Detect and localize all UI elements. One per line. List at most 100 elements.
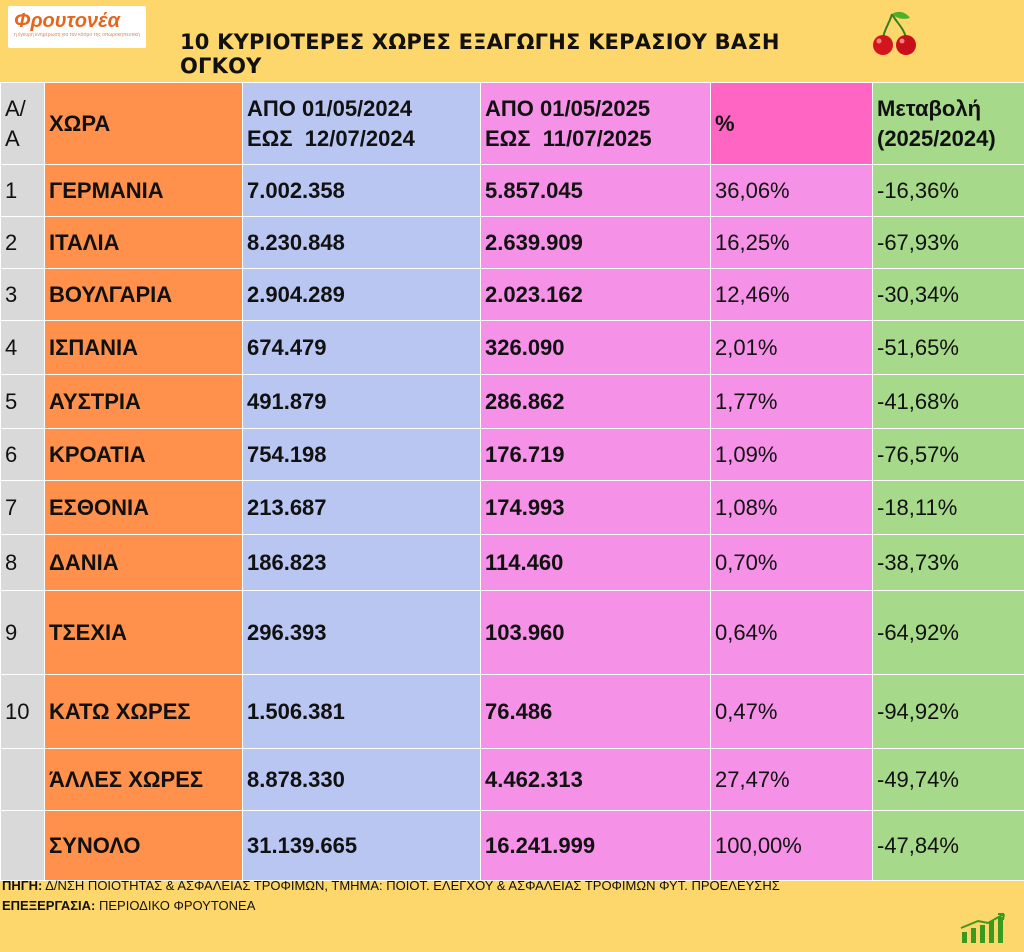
row-change: -67,93% — [872, 216, 1024, 269]
row-change: -76,57% — [872, 428, 1024, 481]
row-country: ΣΥΝΟΛΟ — [44, 810, 243, 881]
row-percent: 36,06% — [710, 164, 873, 217]
table-row: 1 ΓΕΡΜΑΝΙΑ 7.002.358 5.857.045 36,06% -1… — [0, 164, 1024, 217]
row-country: ΚΡΟΑΤΙΑ — [44, 428, 243, 481]
row-volume-2025: 16.241.999 — [480, 810, 711, 881]
table-row: 5 ΑΥΣΤΡΙΑ 491.879 286.862 1,77% -41,68% — [0, 374, 1024, 429]
logo: Φρουτονέα η έγκυρη ενημέρωση για τον κόσ… — [8, 6, 146, 48]
row-change: -18,11% — [872, 480, 1024, 535]
row-aa: 4 — [0, 320, 45, 375]
row-volume-2025: 114.460 — [480, 534, 711, 591]
table-row: 3 ΒΟΥΛΓΑΡΙΑ 2.904.289 2.023.162 12,46% -… — [0, 268, 1024, 321]
row-volume-2024: 31.139.665 — [242, 810, 481, 881]
row-change: -49,74% — [872, 748, 1024, 811]
cherry-icon — [873, 11, 916, 55]
row-country: ΓΕΡΜΑΝΙΑ — [44, 164, 243, 217]
export-table: Α/Α ΧΩΡΑ ΑΠΟ 01/05/2024 ΕΩΣ 12/07/2024 Α… — [0, 82, 1024, 881]
header-period-2024: ΑΠΟ 01/05/2024 ΕΩΣ 12/07/2024 — [242, 82, 481, 165]
row-percent: 0,64% — [710, 590, 873, 675]
header-aa-label: Α/Α — [5, 95, 26, 151]
row-country: ΚΑΤΩ ΧΩΡΕΣ — [44, 674, 243, 749]
row-country: ΒΟΥΛΓΑΡΙΑ — [44, 268, 243, 321]
row-aa: 7 — [0, 480, 45, 535]
row-change: -51,65% — [872, 320, 1024, 375]
row-volume-2024: 296.393 — [242, 590, 481, 675]
logo-name: Φρουτονέα — [14, 10, 121, 32]
row-volume-2025: 5.857.045 — [480, 164, 711, 217]
row-volume-2024: 491.879 — [242, 374, 481, 429]
row-aa — [0, 748, 45, 811]
row-change: -41,68% — [872, 374, 1024, 429]
row-volume-2025: 286.862 — [480, 374, 711, 429]
header-period-2025-from: ΑΠΟ 01/05/2025 — [485, 95, 651, 121]
row-volume-2025: 76.486 — [480, 674, 711, 749]
row-change: -64,92% — [872, 590, 1024, 675]
row-volume-2024: 674.479 — [242, 320, 481, 375]
table-header-row: Α/Α ΧΩΡΑ ΑΠΟ 01/05/2024 ΕΩΣ 12/07/2024 Α… — [0, 82, 1024, 165]
row-country: ΙΣΠΑΝΙΑ — [44, 320, 243, 375]
header-percent: % — [710, 82, 873, 165]
source-text: Δ/ΝΣΗ ΠΟΙΟΤΗΤΑΣ & ΑΣΦΑΛΕΙΑΣ ΤΡΟΦΙΜΩΝ, ΤΜ… — [42, 878, 780, 893]
table-row: 9 ΤΣΕΧΙΑ 296.393 103.960 0,64% -64,92% — [0, 590, 1024, 675]
table-row: 4 ΙΣΠΑΝΙΑ 674.479 326.090 2,01% -51,65% — [0, 320, 1024, 375]
table-row: 7 ΕΣΘΟΝΙΑ 213.687 174.993 1,08% -18,11% — [0, 480, 1024, 535]
processing-label: ΕΠΕΞΕΡΓΑΣΙΑ: — [2, 898, 96, 913]
row-volume-2024: 213.687 — [242, 480, 481, 535]
table-row-total: ΣΥΝΟΛΟ 31.139.665 16.241.999 100,00% -47… — [0, 810, 1024, 881]
table-row: 2 ΙΤΑΛΙΑ 8.230.848 2.639.909 16,25% -67,… — [0, 216, 1024, 269]
row-percent: 1,08% — [710, 480, 873, 535]
header-period-2024-to: ΕΩΣ 12/07/2024 — [247, 125, 415, 151]
row-aa: 1 — [0, 164, 45, 217]
row-volume-2024: 7.002.358 — [242, 164, 481, 217]
row-percent: 1,77% — [710, 374, 873, 429]
row-percent: 16,25% — [710, 216, 873, 269]
row-country: ΤΣΕΧΙΑ — [44, 590, 243, 675]
processing-text: ΠΕΡΙΟΔΙΚΟ ΦΡΟΥΤΟΝΕΑ — [95, 898, 256, 913]
row-aa: 8 — [0, 534, 45, 591]
row-volume-2024: 8.878.330 — [242, 748, 481, 811]
row-change: -38,73% — [872, 534, 1024, 591]
header-period-2024-from: ΑΠΟ 01/05/2024 — [247, 95, 413, 121]
row-volume-2025: 326.090 — [480, 320, 711, 375]
header-change-line2: (2025/2024) — [877, 125, 996, 151]
row-country: ΕΣΘΟΝΙΑ — [44, 480, 243, 535]
processing-line: ΕΠΕΞΕΡΓΑΣΙΑ: ΠΕΡΙΟΔΙΚΟ ΦΡΟΥΤΟΝΕΑ — [2, 896, 1002, 916]
row-percent: 1,09% — [710, 428, 873, 481]
row-percent: 27,47% — [710, 748, 873, 811]
row-aa: 3 — [0, 268, 45, 321]
source-line: ΠΗΓΗ: Δ/ΝΣΗ ΠΟΙΟΤΗΤΑΣ & ΑΣΦΑΛΕΙΑΣ ΤΡΟΦΙΜ… — [2, 876, 1002, 896]
row-volume-2025: 2.639.909 — [480, 216, 711, 269]
row-country: ΆΛΛΕΣ ΧΩΡΕΣ — [44, 748, 243, 811]
table-row: 6 ΚΡΟΑΤΙΑ 754.198 176.719 1,09% -76,57% — [0, 428, 1024, 481]
header-change: Μεταβολή (2025/2024) — [872, 82, 1024, 165]
header-period-2025-to: ΕΩΣ 11/07/2025 — [485, 125, 652, 151]
row-volume-2025: 103.960 — [480, 590, 711, 675]
row-volume-2024: 2.904.289 — [242, 268, 481, 321]
header-aa: Α/Α — [0, 82, 45, 165]
header-change-line1: Μεταβολή — [877, 95, 982, 121]
table-row: 10 ΚΑΤΩ ΧΩΡΕΣ 1.506.381 76.486 0,47% -94… — [0, 674, 1024, 749]
row-country: ΑΥΣΤΡΙΑ — [44, 374, 243, 429]
row-volume-2025: 2.023.162 — [480, 268, 711, 321]
header-country: ΧΩΡΑ — [44, 82, 243, 165]
row-volume-2025: 174.993 — [480, 480, 711, 535]
header-period-2025: ΑΠΟ 01/05/2025 ΕΩΣ 11/07/2025 — [480, 82, 711, 165]
row-volume-2025: 176.719 — [480, 428, 711, 481]
row-aa: 5 — [0, 374, 45, 429]
table-row: ΆΛΛΕΣ ΧΩΡΕΣ 8.878.330 4.462.313 27,47% -… — [0, 748, 1024, 811]
row-volume-2024: 8.230.848 — [242, 216, 481, 269]
row-percent: 0,47% — [710, 674, 873, 749]
row-country: ΙΤΑΛΙΑ — [44, 216, 243, 269]
row-percent: 100,00% — [710, 810, 873, 881]
row-aa — [0, 810, 45, 881]
row-aa: 9 — [0, 590, 45, 675]
footer: ΠΗΓΗ: Δ/ΝΣΗ ΠΟΙΟΤΗΤΑΣ & ΑΣΦΑΛΕΙΑΣ ΤΡΟΦΙΜ… — [2, 876, 1002, 916]
source-label: ΠΗΓΗ: — [2, 878, 43, 893]
row-percent: 2,01% — [710, 320, 873, 375]
header: Φρουτονέα η έγκυρη ενημέρωση για τον κόσ… — [0, 0, 1024, 82]
row-change: -30,34% — [872, 268, 1024, 321]
table-row: 8 ΔΑΝΙΑ 186.823 114.460 0,70% -38,73% — [0, 534, 1024, 591]
row-change: -94,92% — [872, 674, 1024, 749]
row-volume-2024: 1.506.381 — [242, 674, 481, 749]
growth-chart-icon — [960, 913, 1005, 943]
